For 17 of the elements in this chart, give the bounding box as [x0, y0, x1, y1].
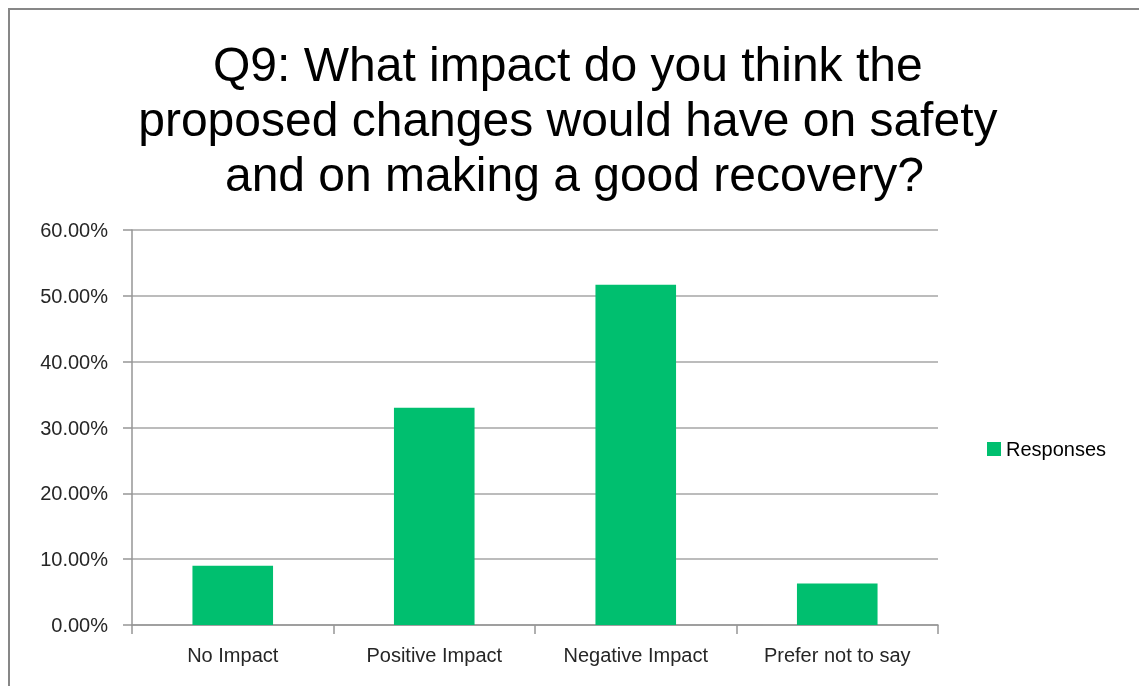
bar	[796, 583, 878, 625]
bar	[192, 565, 274, 625]
y-tick-label: 50.00%	[40, 284, 109, 307]
y-tick-label: 60.00%	[40, 219, 109, 241]
chart-title: Q9: What impact do you think the proposed changes would have on safety and on making a good recovery?	[138, 38, 1011, 201]
legend-label: Responses	[1006, 438, 1107, 460]
y-tick-label: 40.00%	[40, 350, 109, 373]
y-tick-label: 0.00%	[51, 614, 109, 636]
x-tick-label: Positive Impact	[366, 644, 503, 666]
y-tick-label: 20.00%	[40, 482, 109, 505]
x-tick-label: No Impact	[187, 644, 279, 666]
x-tick-label: Negative Impact	[563, 644, 709, 666]
y-tick-label: 30.00%	[40, 416, 109, 439]
x-tick-label: Prefer not to say	[763, 644, 911, 666]
bar	[393, 407, 475, 625]
bar	[595, 284, 677, 625]
y-tick-label: 10.00%	[40, 548, 109, 571]
